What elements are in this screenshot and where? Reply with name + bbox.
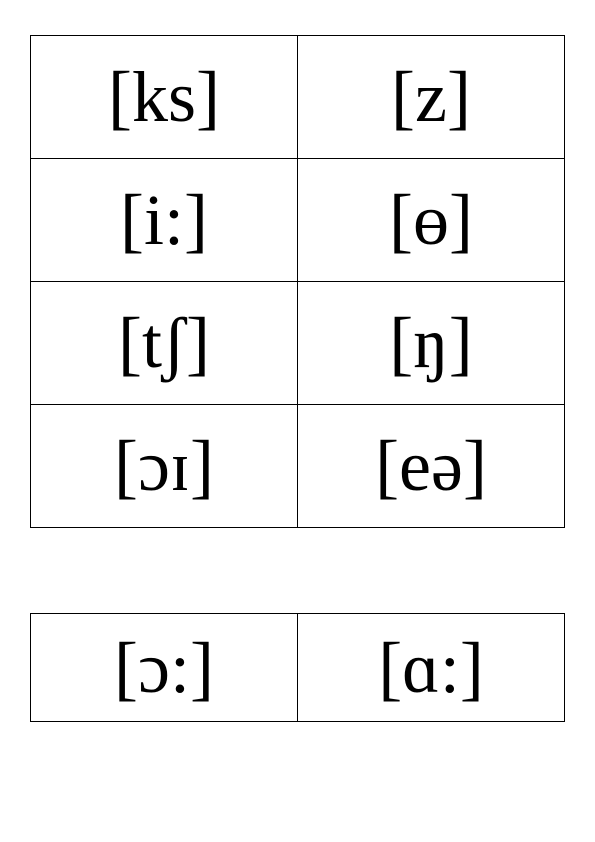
phonetic-cell: [tʃ] xyxy=(31,282,298,405)
phonetic-cell: [ɔɪ] xyxy=(31,405,298,528)
table-spacer xyxy=(30,528,565,613)
phonetic-cell: [z] xyxy=(298,36,565,159)
phonetic-cell: [ɑ:] xyxy=(298,614,565,722)
table-row: [ɔɪ] [eə] xyxy=(31,405,565,528)
table-row: [ɔ:] [ɑ:] xyxy=(31,614,565,722)
phonetic-cell: [ŋ] xyxy=(298,282,565,405)
phonetic-cell: [ɵ] xyxy=(298,159,565,282)
phonetic-cell: [i:] xyxy=(31,159,298,282)
phonetic-table-main: [ks] [z] [i:] [ɵ] [tʃ] [ŋ] [ɔɪ] [eə] xyxy=(30,35,565,528)
page-container: [ks] [z] [i:] [ɵ] [tʃ] [ŋ] [ɔɪ] [eə] [ɔ:… xyxy=(30,35,565,722)
table-row: [tʃ] [ŋ] xyxy=(31,282,565,405)
table-row: [i:] [ɵ] xyxy=(31,159,565,282)
phonetic-cell: [ɔ:] xyxy=(31,614,298,722)
table-row: [ks] [z] xyxy=(31,36,565,159)
phonetic-cell: [eə] xyxy=(298,405,565,528)
phonetic-table-secondary: [ɔ:] [ɑ:] xyxy=(30,613,565,722)
phonetic-cell: [ks] xyxy=(31,36,298,159)
